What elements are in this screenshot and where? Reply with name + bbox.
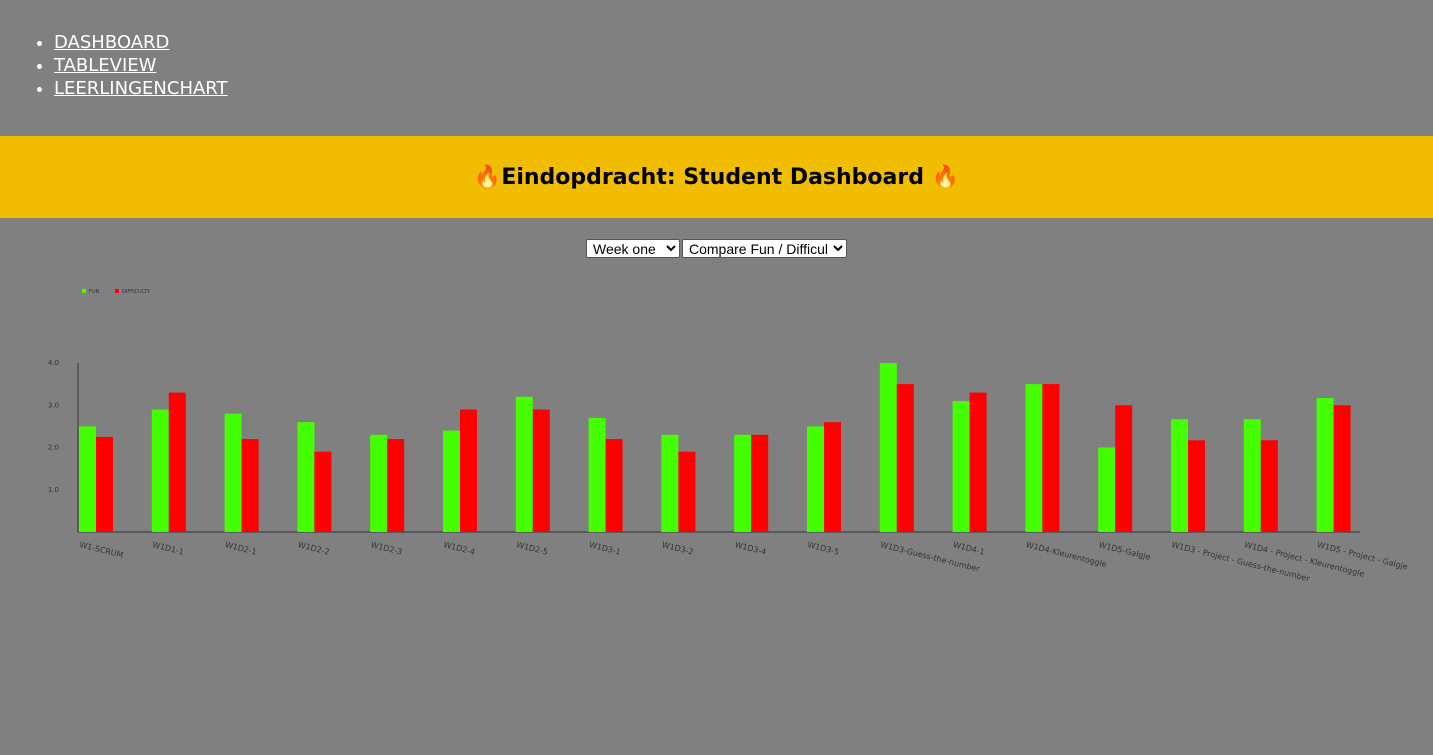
bar-difficulty <box>896 384 914 532</box>
bar-fun <box>1098 447 1116 532</box>
x-tick-label: W1D2-1 <box>224 540 257 557</box>
legend-swatch-difficulty <box>115 289 119 293</box>
x-tick-label: W1D2-5 <box>515 540 548 557</box>
page-banner: 🔥Eindopdracht: Student Dashboard 🔥 <box>0 136 1433 218</box>
fun-difficulty-bar-chart: FUN DIFFICULTY 1.0 2.0 3.0 4.0 W1-SCRUM W1D1-1 W… <box>48 289 1409 584</box>
bar-difficulty <box>532 409 550 532</box>
bar-difficulty <box>1188 440 1205 532</box>
bar-difficulty <box>168 392 186 532</box>
bar-fun <box>1025 384 1043 532</box>
nav-link-leerlingenchart[interactable]: LEERLINGENCHART <box>54 78 228 99</box>
x-tick-label: W1D3-2 <box>661 540 694 557</box>
page-title-text: Eindopdracht: Student Dashboard <box>501 164 932 190</box>
x-tick-label: W1D2-4 <box>443 540 476 557</box>
bar-fun <box>224 413 242 532</box>
bar-fun <box>515 396 533 532</box>
bar-fun <box>879 363 897 532</box>
y-tick-label: 1.0 <box>48 486 59 494</box>
bar-fun <box>443 430 460 532</box>
bar-fun <box>297 422 315 532</box>
bar-fun <box>1316 398 1334 532</box>
bar-fun <box>807 426 824 532</box>
nav-list: DASHBOARD TABLEVIEW LEERLINGENCHART <box>0 31 227 100</box>
x-tick-label: W1-SCRUM <box>79 540 125 560</box>
legend-label-fun: FUN <box>89 289 100 295</box>
chart-controls: Week one Compare Fun / Difficulty <box>0 239 1433 258</box>
x-tick-label: W1D2-3 <box>370 540 403 557</box>
bar-difficulty <box>241 439 259 532</box>
y-tick-label: 4.0 <box>48 359 59 367</box>
nav-item-tableview: TABLEVIEW <box>54 54 227 77</box>
fire-icon: 🔥 <box>473 164 502 190</box>
nav-item-dashboard: DASHBOARD <box>54 31 227 54</box>
y-tick-label: 3.0 <box>48 401 59 409</box>
bar-fun <box>661 434 679 532</box>
bar-difficulty <box>460 409 477 532</box>
x-tick-label: W1D3-4 <box>734 540 767 557</box>
nav-link-tableview[interactable]: TABLEVIEW <box>54 55 157 76</box>
y-tick-label: 2.0 <box>48 444 59 452</box>
bar-difficulty <box>969 392 987 532</box>
bar-difficulty <box>1042 384 1060 532</box>
x-tick-label: W1D2-2 <box>297 540 330 557</box>
x-tick-label: W1D3 - Project - Guess-the-number <box>1171 540 1312 583</box>
bar-fun <box>588 417 606 532</box>
nav-link-dashboard[interactable]: DASHBOARD <box>54 32 170 53</box>
bar-difficulty <box>96 436 113 532</box>
bar-fun <box>1243 419 1261 532</box>
x-tick-label: W1D3-5 <box>807 540 840 557</box>
mode-select[interactable]: Compare Fun / Difficulty <box>682 239 847 258</box>
bar-fun <box>370 434 388 532</box>
bar-difficulty <box>314 451 332 532</box>
x-tick-label: W1D3-1 <box>588 540 621 557</box>
legend-label-difficulty: DIFFICULTY <box>122 289 151 295</box>
bar-fun <box>151 409 169 532</box>
x-tick-label: W1D4-1 <box>952 540 985 557</box>
page-title: 🔥Eindopdracht: Student Dashboard 🔥 <box>474 165 959 190</box>
bar-fun <box>1171 419 1188 532</box>
week-select[interactable]: Week one <box>586 239 680 258</box>
bar-fun <box>79 426 96 532</box>
legend-swatch-fun <box>82 289 86 293</box>
nav-item-leerlingenchart: LEERLINGENCHART <box>54 77 227 100</box>
bar-fun <box>952 401 970 532</box>
x-tick-label: W1D1-1 <box>151 540 184 557</box>
bar-difficulty <box>387 439 405 532</box>
bar-difficulty <box>1260 440 1278 532</box>
bar-difficulty <box>1115 405 1133 532</box>
bar-difficulty <box>824 422 841 532</box>
bar-difficulty <box>605 439 623 532</box>
bar-fun <box>734 434 752 532</box>
bar-difficulty <box>751 434 769 532</box>
bar-difficulty <box>1333 405 1351 532</box>
fire-icon: 🔥 <box>931 164 960 190</box>
x-tick-label: W1D4-Kleurentoggle <box>1025 540 1108 569</box>
x-tick-label: W1D5-Galgje <box>1098 540 1152 562</box>
bar-difficulty <box>678 451 696 532</box>
